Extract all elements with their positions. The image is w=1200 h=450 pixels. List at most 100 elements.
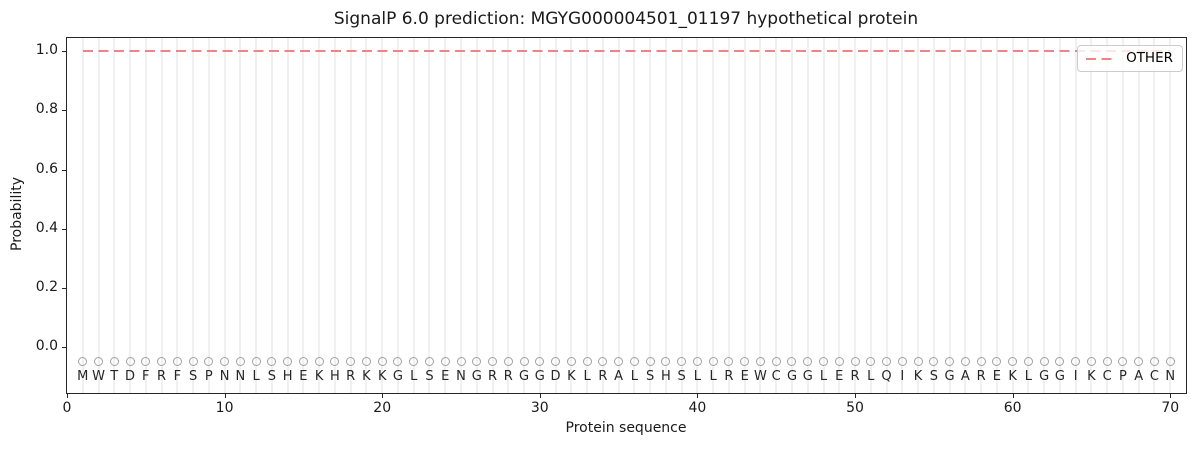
- gridline: [460, 38, 462, 393]
- residue-marker-circle: [1165, 357, 1175, 367]
- residue-marker-circle: [393, 357, 403, 367]
- x-tick-label: 40: [688, 400, 707, 416]
- gridline: [538, 38, 541, 393]
- residue-marker-circle: [1149, 357, 1159, 367]
- residue-letter: N: [1165, 368, 1176, 384]
- gridline: [97, 38, 100, 393]
- residue-letter: G: [786, 368, 798, 384]
- residue-marker-circle: [566, 357, 576, 367]
- gridline: [223, 38, 226, 393]
- residue-marker-circle: [78, 357, 88, 367]
- gridline: [1169, 38, 1172, 393]
- residue-letter: E: [441, 368, 450, 384]
- residue-letter: R: [346, 368, 356, 384]
- residue-letter: I: [1073, 368, 1078, 384]
- residue-marker-circle: [1102, 357, 1112, 367]
- gridline: [365, 38, 368, 393]
- residue-marker-circle: [141, 357, 151, 367]
- residue-letter: K: [567, 368, 576, 384]
- residue-marker-circle: [629, 357, 639, 367]
- residue-letter: I: [900, 368, 905, 384]
- gridline: [995, 38, 998, 393]
- gridline: [1011, 38, 1014, 393]
- gridline: [586, 38, 589, 393]
- gridline: [207, 38, 210, 393]
- gridline: [270, 38, 273, 393]
- gridline: [980, 38, 983, 393]
- gridline: [176, 38, 179, 393]
- gridline: [1058, 38, 1061, 393]
- gridline: [381, 38, 384, 393]
- gridline: [81, 38, 84, 393]
- x-tick-label: 70: [1161, 400, 1180, 416]
- gridline: [192, 38, 195, 393]
- residue-marker-circle: [519, 357, 529, 367]
- gridline: [302, 38, 305, 393]
- residue-marker-circle: [424, 357, 434, 367]
- gridline: [775, 38, 778, 393]
- residue-letter: G: [519, 368, 530, 384]
- residue-marker-circle: [1134, 357, 1144, 367]
- residue-marker-circle: [803, 357, 813, 367]
- residue-marker-circle: [1086, 357, 1096, 367]
- residue-letter: R: [850, 368, 860, 384]
- gridline: [743, 38, 746, 393]
- residue-marker-circle: [960, 357, 970, 367]
- residue-letter: G: [802, 368, 813, 384]
- x-tick-mark: [224, 394, 226, 398]
- residue-marker-circle: [440, 357, 450, 367]
- gridline: [664, 38, 667, 393]
- gridline: [759, 38, 762, 393]
- residue-marker-circle: [787, 357, 797, 367]
- residue-letter: W: [92, 368, 105, 384]
- residue-marker-circle: [834, 357, 844, 367]
- residue-marker-circle: [204, 357, 214, 367]
- x-tick-label: 30: [530, 400, 549, 416]
- residue-letter: G: [392, 368, 403, 384]
- residue-marker-circle: [251, 357, 261, 367]
- residue-marker-circle: [913, 357, 923, 367]
- gridline: [475, 38, 478, 393]
- y-axis-label: Probability: [9, 176, 25, 252]
- residue-letter: R: [598, 368, 608, 384]
- residue-marker-circle: [283, 357, 293, 367]
- residue-marker-circle: [692, 357, 702, 367]
- residue-marker-circle: [314, 357, 324, 367]
- residue-marker-circle: [361, 357, 371, 367]
- gridline: [948, 38, 951, 393]
- residue-letter: G: [534, 368, 545, 384]
- residue-marker-circle: [708, 357, 718, 367]
- residue-letter: S: [677, 368, 686, 384]
- residue-marker-circle: [267, 357, 277, 367]
- residue-letter: Q: [881, 368, 892, 384]
- residue-marker-circle: [1055, 357, 1065, 367]
- residue-letter: M: [77, 368, 89, 384]
- gridline: [601, 38, 604, 393]
- gridline: [806, 38, 809, 393]
- gridline: [1027, 38, 1030, 393]
- gridline: [507, 38, 510, 393]
- gridline: [885, 38, 888, 393]
- residue-marker-circle: [614, 357, 624, 367]
- residue-markers-layer: [67, 38, 1186, 393]
- residue-marker-circle: [740, 357, 750, 367]
- residue-letter: C: [1149, 368, 1159, 384]
- residue-letter: G: [1054, 368, 1065, 384]
- residue-letter: L: [630, 368, 638, 384]
- residue-marker-circle: [1008, 357, 1018, 367]
- gridline: [570, 38, 573, 393]
- residue-marker-circle: [976, 357, 986, 367]
- gridlines-layer: [67, 38, 1186, 393]
- gridline: [838, 38, 841, 393]
- x-tick-label: 10: [215, 400, 234, 416]
- legend: OTHER: [1077, 45, 1183, 72]
- residue-letter: L: [583, 368, 591, 384]
- residue-marker-circle: [1118, 357, 1128, 367]
- residue-letter: R: [157, 368, 167, 384]
- residue-letter: D: [125, 368, 136, 384]
- residue-letter: R: [503, 368, 513, 384]
- residue-letter: A: [960, 368, 970, 384]
- residue-letter: E: [299, 368, 308, 384]
